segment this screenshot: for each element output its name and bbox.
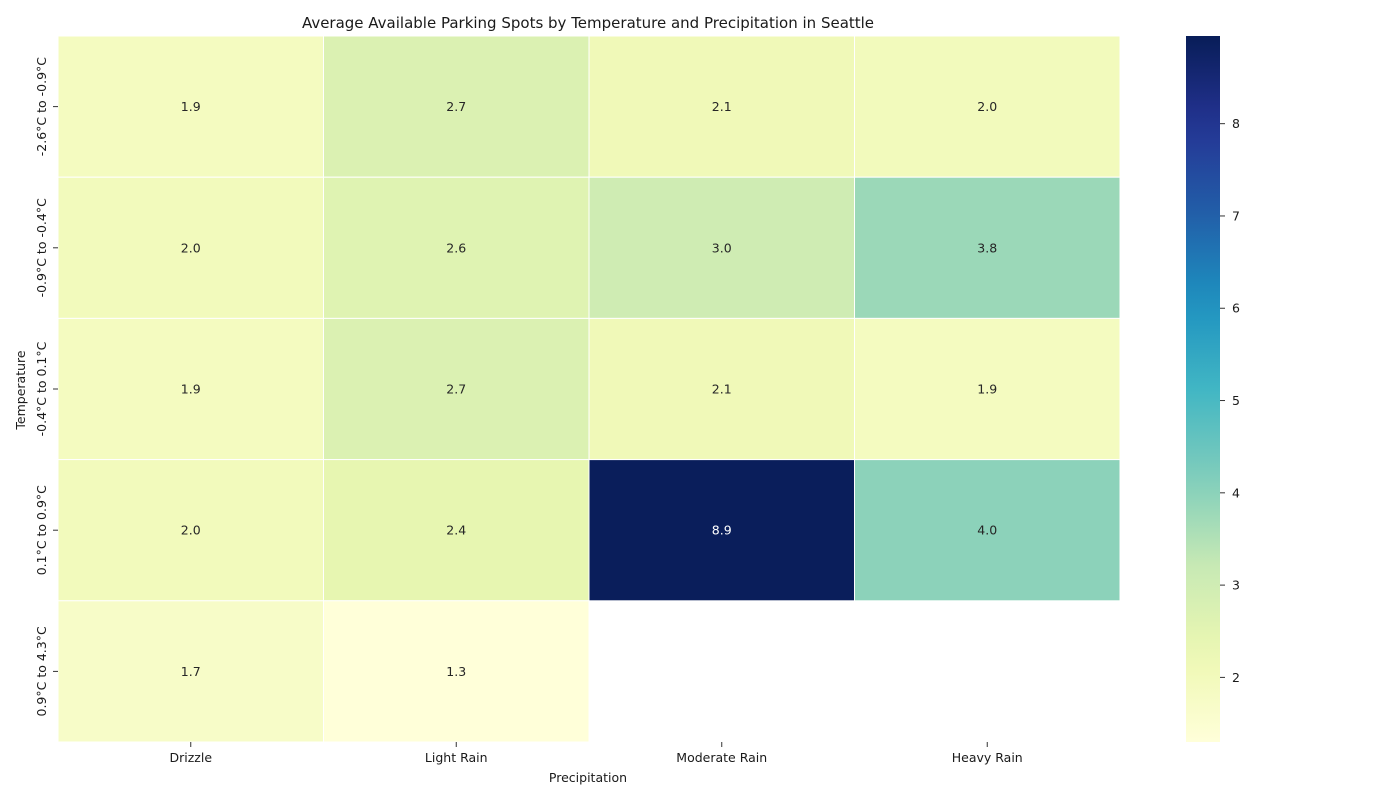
x-tick-label: Drizzle <box>169 750 212 765</box>
colorbar <box>1186 36 1220 742</box>
y-tick-label: 0.1°C to 0.9°C <box>34 485 49 575</box>
chart-title: Average Available Parking Spots by Tempe… <box>302 14 874 32</box>
heatmap-cell <box>57 459 324 602</box>
cell-value-label: 1.3 <box>446 664 466 679</box>
heatmap-cell <box>588 176 855 319</box>
y-tick-label: -0.9°C to -0.4°C <box>34 198 49 298</box>
cell-value-label: 3.0 <box>712 240 732 255</box>
x-tick-label: Heavy Rain <box>952 750 1023 765</box>
y-axis-ticks: -2.6°C to -0.9°C -0.9°C to -0.4°C -0.4°C t… <box>34 57 58 717</box>
cell-value-label: 1.7 <box>181 664 201 679</box>
cell-value-label: 1.9 <box>977 382 997 397</box>
cell-value-label: 4.0 <box>977 523 997 538</box>
colorbar-ticks: 2 3 4 5 6 7 8 <box>1220 116 1240 685</box>
colorbar-tick-label: 2 <box>1232 670 1240 685</box>
colorbar-tick-label: 5 <box>1232 393 1240 408</box>
heatmap-cell <box>588 459 855 602</box>
y-tick-label: -0.4°C to 0.1°C <box>34 341 49 436</box>
cell-value-label: 2.1 <box>712 382 732 397</box>
y-tick-label: 0.9°C to 4.3°C <box>34 626 49 716</box>
colorbar-tick-label: 7 <box>1232 208 1240 223</box>
heatmap-cell <box>854 35 1121 178</box>
cell-value-label: 2.0 <box>977 99 997 114</box>
y-axis-label: Temperature <box>13 350 28 430</box>
colorbar-tick-label: 6 <box>1232 301 1240 316</box>
heatmap-cell <box>57 176 324 319</box>
cell-value-label: 2.4 <box>446 523 466 538</box>
heatmap-cell <box>57 600 324 743</box>
colorbar-tick-label: 4 <box>1232 485 1240 500</box>
heatmap-cell <box>854 317 1121 461</box>
x-axis-ticks: Drizzle Light Rain Moderate Rain Heavy Rain <box>169 742 1023 765</box>
heatmap-cells: 1.9 2.7 2.1 2.0 2.0 2.6 3.0 3.8 1.9 2.7 2.1 1.9 2.0 2… <box>57 35 1121 743</box>
y-tick-label: -2.6°C to -0.9°C <box>34 57 49 157</box>
heatmap-cell <box>588 35 855 178</box>
cell-value-label: 2.1 <box>712 99 732 114</box>
cell-value-label: 1.9 <box>181 99 201 114</box>
heatmap-cell <box>57 35 324 178</box>
x-tick-label: Moderate Rain <box>676 750 767 765</box>
cell-value-label: 2.0 <box>181 240 201 255</box>
x-axis-label: Precipitation <box>549 770 627 785</box>
cell-value-label: 3.8 <box>977 240 997 255</box>
cell-value-label: 2.7 <box>446 382 466 397</box>
colorbar-tick-label: 3 <box>1232 578 1240 593</box>
heatmap-cell <box>323 35 590 178</box>
cell-value-label: 8.9 <box>712 523 732 538</box>
heatmap-cell <box>323 176 590 319</box>
cell-value-label: 1.9 <box>181 382 201 397</box>
heatmap-cell <box>323 600 590 743</box>
cell-value-label: 2.7 <box>446 99 466 114</box>
heatmap-cell <box>854 176 1121 319</box>
heatmap-cell <box>854 459 1121 602</box>
heatmap-cell <box>323 459 590 602</box>
cell-value-label: 2.0 <box>181 523 201 538</box>
colorbar-tick-label: 8 <box>1232 116 1240 131</box>
heatmap-cell <box>323 317 590 461</box>
x-tick-label: Light Rain <box>425 750 488 765</box>
cell-value-label: 2.6 <box>446 240 466 255</box>
